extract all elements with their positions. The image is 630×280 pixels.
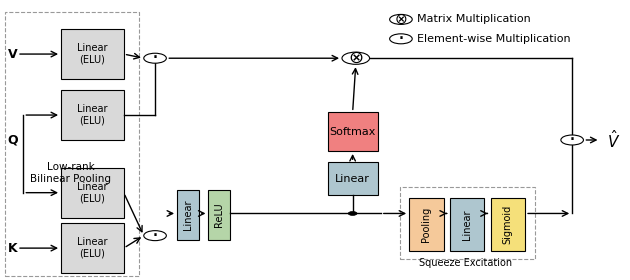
- FancyBboxPatch shape: [491, 198, 525, 251]
- Text: Linear: Linear: [462, 209, 472, 240]
- Circle shape: [342, 52, 370, 64]
- Text: ·: ·: [569, 130, 576, 150]
- Text: Linear: Linear: [183, 200, 193, 230]
- Text: Linear
(ELU): Linear (ELU): [77, 237, 108, 259]
- FancyBboxPatch shape: [209, 190, 231, 240]
- Text: Linear
(ELU): Linear (ELU): [77, 104, 108, 126]
- Circle shape: [389, 14, 412, 24]
- Text: ⊗: ⊗: [394, 12, 408, 27]
- Text: Matrix Multiplication: Matrix Multiplication: [417, 14, 531, 24]
- Text: ReLU: ReLU: [214, 202, 224, 227]
- Circle shape: [348, 211, 357, 215]
- Text: ⊗: ⊗: [348, 49, 364, 67]
- Text: Sigmoid: Sigmoid: [503, 205, 513, 244]
- Text: ·: ·: [398, 29, 404, 49]
- Text: Low-rank
Bilinear Pooling: Low-rank Bilinear Pooling: [30, 162, 111, 184]
- Text: K: K: [8, 242, 17, 255]
- Circle shape: [389, 34, 412, 44]
- Circle shape: [144, 53, 166, 63]
- Circle shape: [144, 231, 166, 241]
- FancyBboxPatch shape: [328, 112, 378, 151]
- Text: ·: ·: [152, 48, 159, 68]
- Text: $\hat{V}$: $\hat{V}$: [607, 129, 620, 151]
- Text: ·: ·: [152, 226, 159, 246]
- Text: Softmax: Softmax: [329, 127, 376, 137]
- FancyBboxPatch shape: [61, 29, 123, 79]
- Text: Linear
(ELU): Linear (ELU): [77, 43, 108, 65]
- FancyBboxPatch shape: [61, 90, 123, 140]
- Circle shape: [561, 135, 583, 145]
- FancyBboxPatch shape: [450, 198, 484, 251]
- Text: Squeeze Excitation: Squeeze Excitation: [419, 258, 512, 267]
- Text: V: V: [8, 48, 17, 60]
- FancyBboxPatch shape: [328, 162, 378, 195]
- FancyBboxPatch shape: [61, 168, 123, 218]
- Text: Q: Q: [8, 134, 18, 146]
- FancyBboxPatch shape: [409, 198, 444, 251]
- Text: Linear: Linear: [335, 174, 370, 184]
- Text: Linear
(ELU): Linear (ELU): [77, 182, 108, 204]
- Text: Element-wise Multiplication: Element-wise Multiplication: [417, 34, 571, 44]
- FancyBboxPatch shape: [61, 223, 123, 273]
- Text: Pooling: Pooling: [421, 207, 432, 242]
- FancyBboxPatch shape: [177, 190, 199, 240]
